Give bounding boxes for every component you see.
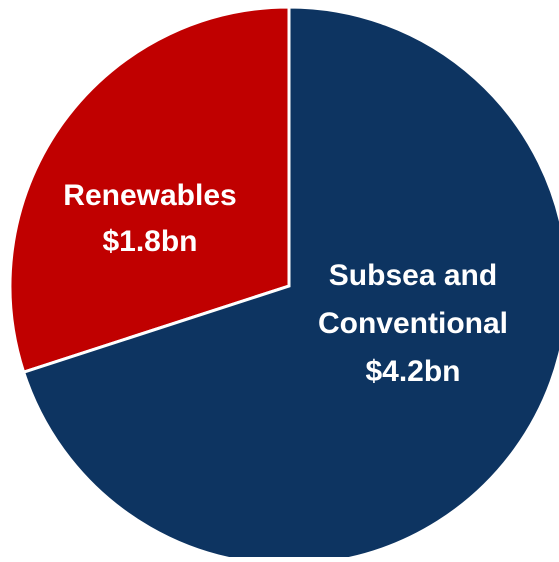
pie-labels: Renewables $1.8bn Subsea and Conventional $4…: [63, 179, 508, 388]
slice-label-line: Subsea and: [329, 259, 497, 292]
slice-label-line: Conventional: [318, 307, 508, 340]
slice-label-line: $4.2bn: [365, 355, 460, 388]
slice-label-renewables: Renewables $1.8bn: [63, 179, 236, 258]
pie-slice-renewables: [8, 5, 291, 375]
pie-slices: [8, 5, 559, 562]
slice-label-line: $1.8bn: [102, 225, 197, 258]
slice-label-line: Renewables: [63, 179, 236, 212]
pie-slice-subsea-conventional: [21, 5, 559, 562]
slice-label-subsea-conventional: Subsea and Conventional $4.2bn: [318, 259, 508, 388]
